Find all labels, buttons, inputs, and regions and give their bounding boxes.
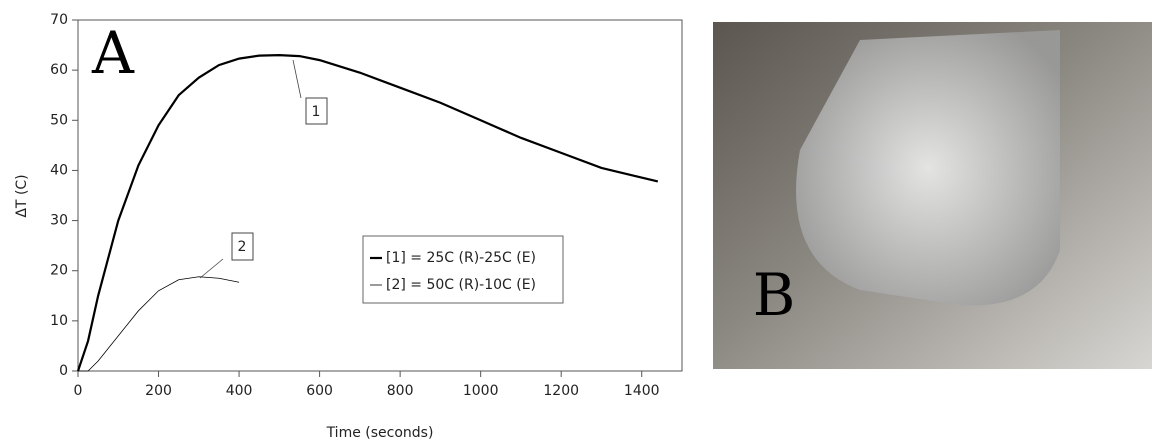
x-tick-label: 200 [145,383,172,399]
y-tick-label: 30 [50,213,68,229]
x-tick-label: 1200 [543,383,579,399]
leader-line [293,60,301,98]
panel-label: B [753,261,796,329]
y-tick-label: 50 [50,112,68,128]
y-tick-label: 20 [50,263,68,279]
x-tick-label: 1000 [463,383,499,399]
y-tick-label: 40 [50,162,68,178]
x-tick-label: 0 [74,383,83,399]
x-tick-label: 600 [306,383,333,399]
x-tick-label: 1400 [624,383,660,399]
legend-label: [1] = 25C (R)-25C (E) [386,250,536,266]
annotation: 2 [238,239,247,255]
figure: A Time (seconds) ΔT (C) 1 2 B 0200400600… [0,0,1165,441]
y-tick-label: 60 [50,62,68,78]
legend-label: [2] = 50C (R)-10C (E) [386,277,536,293]
leader-line [200,259,223,278]
plot-frame [78,20,682,371]
series-line [78,277,239,371]
photo: B [713,22,1152,369]
x-axis-label: Time (seconds) [326,425,434,441]
y-tick-label: 70 [50,12,68,28]
y-tick-label: 10 [50,313,68,329]
x-tick-label: 400 [226,383,253,399]
series-line [78,55,658,371]
annotation: 1 [312,104,321,120]
y-axis-label: ΔT (C) [14,174,30,217]
x-tick-label: 800 [387,383,414,399]
y-tick-label: 0 [59,363,68,379]
panel-label: A [91,19,135,87]
